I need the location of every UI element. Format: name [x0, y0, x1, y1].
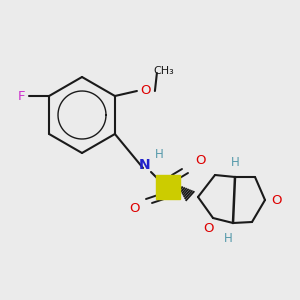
- Text: O: O: [203, 221, 213, 235]
- Text: O: O: [195, 154, 205, 167]
- Text: O: O: [129, 202, 139, 215]
- Bar: [156, 175, 180, 199]
- Text: N: N: [139, 158, 151, 172]
- Text: H: H: [231, 155, 239, 169]
- Text: O: O: [272, 194, 282, 206]
- Text: H: H: [154, 148, 164, 160]
- Text: S: S: [164, 181, 172, 194]
- Text: H: H: [224, 232, 232, 244]
- Text: O: O: [141, 85, 151, 98]
- Text: CH₃: CH₃: [154, 66, 174, 76]
- Text: F: F: [17, 89, 25, 103]
